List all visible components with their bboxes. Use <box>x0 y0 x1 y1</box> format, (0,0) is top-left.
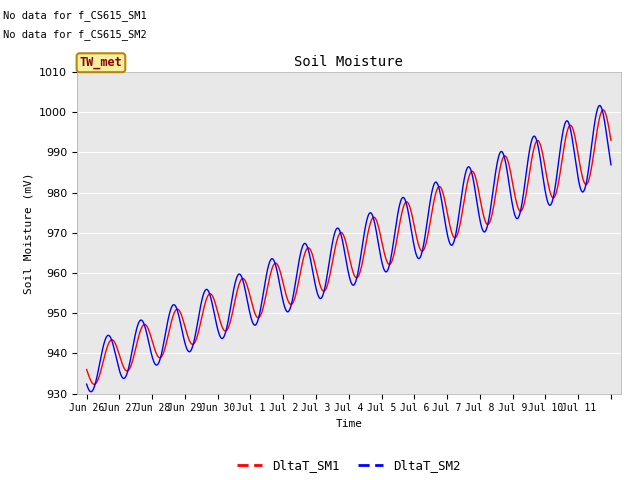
DltaT_SM1 <box>549 195 557 201</box>
DltaT_SM2 <box>87 389 95 395</box>
Line: DltaT_SM2: DltaT_SM2 <box>86 106 611 392</box>
DltaT_SM2 <box>596 103 604 108</box>
Line: DltaT_SM1: DltaT_SM1 <box>86 110 611 384</box>
DltaT_SM1 <box>601 109 609 115</box>
DltaT_SM1 <box>607 137 615 143</box>
DltaT_SM1 <box>165 329 173 335</box>
DltaT_SM1 <box>335 231 343 237</box>
DltaT_SM1 <box>472 178 480 183</box>
Legend: DltaT_SM1, DltaT_SM2: DltaT_SM1, DltaT_SM2 <box>232 455 466 478</box>
DltaT_SM2 <box>601 120 609 126</box>
Text: TW_met: TW_met <box>79 56 122 69</box>
DltaT_SM2 <box>472 196 480 202</box>
DltaT_SM2 <box>165 313 173 319</box>
DltaT_SM1 <box>325 276 333 281</box>
Text: No data for f_CS615_SM2: No data for f_CS615_SM2 <box>3 29 147 40</box>
DltaT_SM1 <box>83 367 90 372</box>
Text: No data for f_CS615_SM1: No data for f_CS615_SM1 <box>3 10 147 21</box>
DltaT_SM1 <box>599 107 607 113</box>
DltaT_SM2 <box>607 162 615 168</box>
DltaT_SM2 <box>325 260 333 265</box>
DltaT_SM2 <box>83 381 90 387</box>
DltaT_SM2 <box>335 227 343 232</box>
DltaT_SM1 <box>90 382 98 387</box>
X-axis label: Time: Time <box>335 419 362 429</box>
Y-axis label: Soil Moisture (mV): Soil Moisture (mV) <box>24 172 33 294</box>
DltaT_SM2 <box>549 195 557 201</box>
Title: Soil Moisture: Soil Moisture <box>294 56 403 70</box>
